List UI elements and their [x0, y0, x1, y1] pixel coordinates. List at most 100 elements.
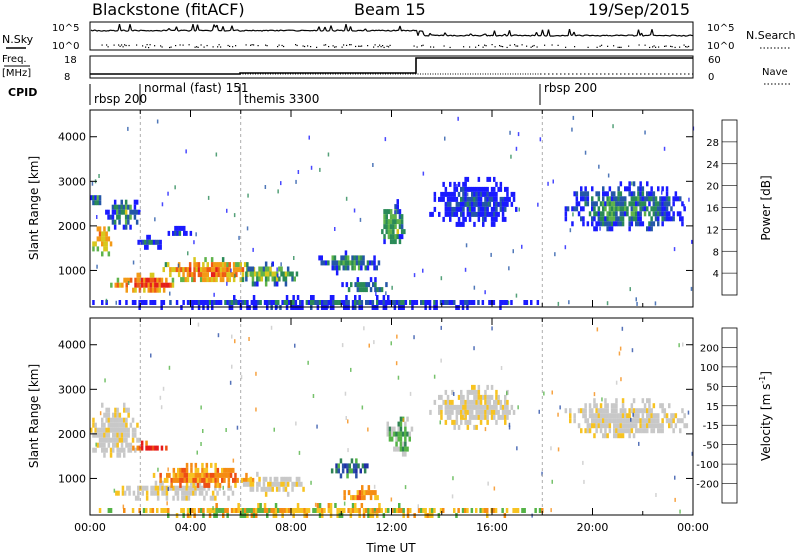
scatter-cell — [606, 221, 609, 227]
scatter-cell — [486, 186, 489, 192]
scatter-cell — [501, 216, 505, 222]
scatter-cell — [172, 230, 175, 236]
scatter-cell — [255, 300, 258, 305]
scatter-cell — [90, 427, 93, 433]
noise-trace — [349, 26, 353, 32]
scatter-cell — [292, 295, 295, 300]
scatter-cell — [486, 201, 489, 207]
search-noise-dot — [685, 45, 687, 48]
scatter-cell — [330, 468, 334, 474]
scatter-cell — [569, 408, 572, 414]
noise-trace — [687, 34, 690, 37]
scatter-cell — [176, 225, 179, 231]
scatter-cell — [131, 437, 135, 443]
scatter-cell — [120, 437, 124, 443]
scatter-cell — [424, 300, 427, 305]
scatter-cell — [353, 260, 356, 266]
freq-tick-bottom: 8 — [64, 72, 70, 83]
noise-cell — [193, 240, 195, 245]
scatter-cell — [351, 503, 355, 508]
scatter-cell — [273, 276, 277, 282]
scatter-cell — [464, 191, 467, 197]
scatter-cell — [493, 186, 496, 192]
scatter-cell — [116, 277, 120, 283]
scatter-cell — [619, 221, 623, 227]
scatter-cell — [466, 206, 470, 212]
scatter-cell — [391, 508, 394, 513]
noise-cell — [404, 485, 407, 490]
noise-trace — [467, 34, 470, 37]
scatter-cell — [462, 409, 465, 415]
scatter-cell — [198, 490, 202, 496]
scatter-cell — [657, 201, 660, 207]
scatter-cell — [251, 477, 255, 483]
scatter-cell — [332, 300, 335, 305]
scatter-cell — [385, 229, 388, 235]
noise-cell — [271, 263, 273, 267]
scatter-cell — [116, 407, 119, 413]
noise-trace — [104, 30, 107, 32]
scatter-cell — [402, 300, 405, 305]
scatter-cell — [260, 486, 263, 492]
scatter-cell — [344, 463, 347, 469]
scatter-cell — [343, 495, 346, 501]
scatter-cell — [114, 417, 117, 423]
scatter-cell — [450, 300, 454, 305]
search-noise-dot — [325, 44, 327, 46]
scatter-cell — [460, 394, 463, 400]
noise-trace — [500, 34, 503, 37]
scatter-cell — [435, 300, 438, 305]
scatter-cell — [117, 490, 120, 496]
scatter-cell — [597, 196, 601, 202]
scatter-cell — [615, 428, 618, 434]
scatter-cell — [109, 437, 113, 443]
scatter-cell — [650, 418, 653, 424]
scatter-cell — [648, 423, 651, 429]
scatter-cell — [354, 503, 357, 508]
scatter-cell — [495, 389, 498, 395]
scatter-cell — [338, 300, 342, 305]
scatter-cell — [624, 418, 627, 424]
noise-cell — [619, 346, 622, 351]
scatter-cell — [131, 209, 134, 215]
scatter-cell — [183, 467, 187, 473]
scatter-cell — [398, 503, 401, 508]
scatter-cell — [260, 266, 263, 272]
scatter-cell — [506, 196, 509, 202]
search-noise-dot — [218, 44, 220, 46]
scatter-cell — [615, 221, 618, 227]
scatter-cell — [392, 229, 395, 235]
scatter-cell — [630, 201, 634, 207]
scatter-cell — [376, 495, 379, 501]
scatter-cell — [135, 209, 139, 215]
scatter-cell — [508, 409, 511, 415]
scatter-cell — [116, 204, 119, 210]
scatter-cell — [637, 413, 640, 419]
scatter-cell — [156, 445, 159, 451]
scatter-cell — [586, 428, 590, 434]
scatter-cell — [661, 196, 664, 202]
scatter-cell — [396, 204, 399, 210]
scatter-cell — [398, 219, 402, 225]
scatter-cell — [221, 262, 225, 268]
noise-trace — [605, 34, 608, 37]
scatter-cell — [444, 186, 448, 192]
scatter-cell — [294, 300, 298, 305]
scatter-cell — [650, 206, 653, 212]
noise-cell — [690, 286, 693, 291]
scatter-cell — [251, 271, 255, 277]
scatter-cell — [167, 485, 171, 491]
search-noise-dot — [334, 46, 336, 48]
noise-cell — [584, 150, 587, 155]
scatter-cell — [652, 418, 656, 424]
scatter-cell — [206, 277, 209, 283]
scatter-cell — [382, 300, 386, 305]
search-noise-dot — [416, 46, 418, 48]
cpid-segment-label: rbsp 200 — [544, 81, 597, 95]
noise-cell — [596, 327, 599, 332]
noise-cell — [631, 348, 634, 353]
scatter-cell — [619, 211, 623, 217]
scatter-cell — [615, 408, 618, 414]
scatter-cell — [444, 211, 448, 217]
scatter-cell — [433, 399, 437, 405]
